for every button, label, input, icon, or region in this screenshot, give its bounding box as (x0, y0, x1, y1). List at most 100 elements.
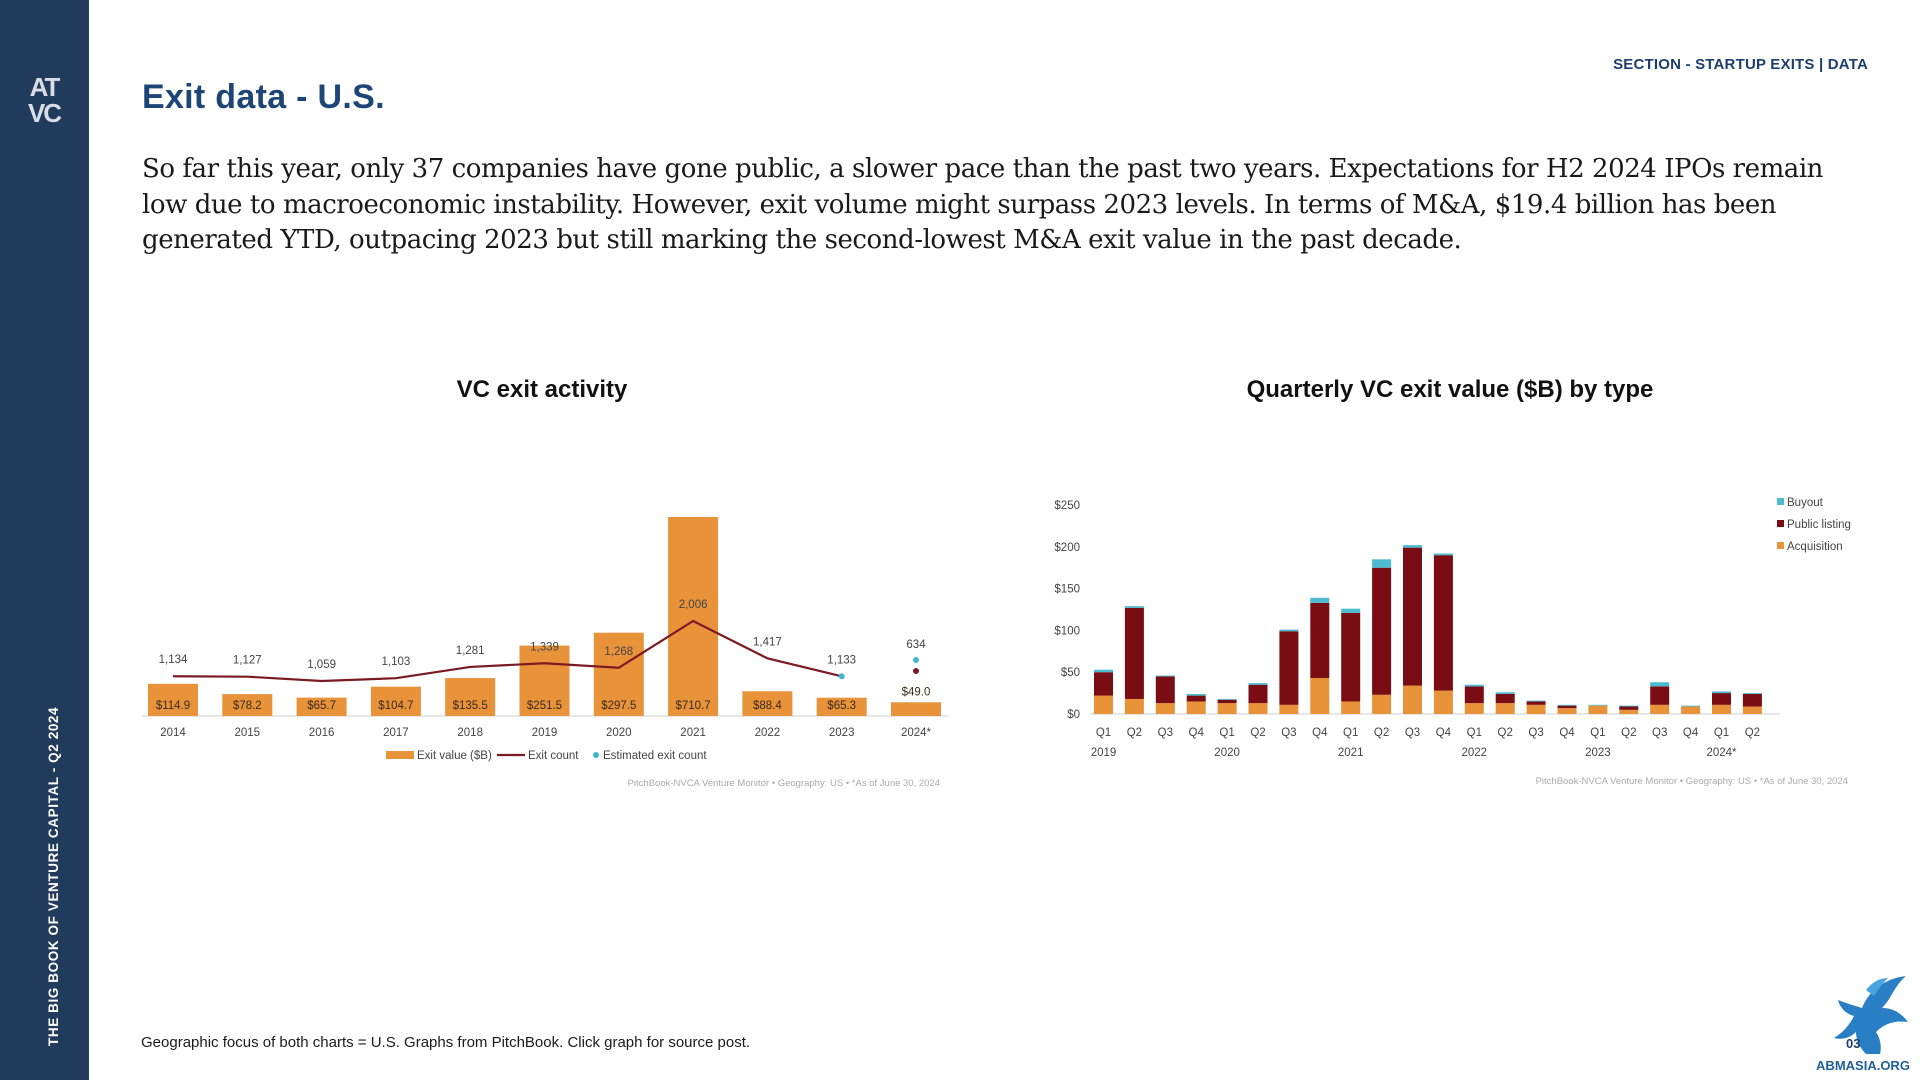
watermark-bird-logo: ABMASIA.ORG (1816, 976, 1910, 1073)
stacked-bar-segment-acquisition (1124, 698, 1144, 714)
legend-label-estimated: Estimated exit count (603, 750, 707, 762)
x-tick-label: Q1 (1467, 727, 1482, 739)
year-group-label: 2020 (1214, 747, 1240, 759)
stacked-bar-segment-buyout (1495, 692, 1515, 694)
y-tick-label: $100 (1054, 625, 1080, 637)
x-tick-label: Q4 (1436, 727, 1452, 739)
watermark-text: ABMASIA.ORG (1816, 1058, 1910, 1073)
estimated-exit-count-label: 634 (906, 639, 926, 651)
exit-value-data-label: $65.3 (827, 700, 856, 712)
stacked-bar-segment-acquisition (1279, 704, 1299, 714)
exit-value-data-label: $251.5 (527, 700, 562, 712)
logo-line-2: VC (27, 98, 62, 128)
x-tick-label: 2019 (532, 727, 558, 739)
x-tick-label: 2021 (680, 727, 706, 739)
stacked-bar-segment-acquisition (1403, 685, 1422, 714)
x-tick-label: 2016 (309, 727, 335, 739)
stacked-bar-segment-public-listing (1742, 693, 1762, 707)
exit-value-bar (148, 683, 198, 716)
legend-label: Buyout (1787, 497, 1824, 509)
exit-value-bar (891, 702, 941, 716)
stacked-bar-segment-buyout (1557, 704, 1577, 706)
exit-value-data-label: $49.0 (902, 686, 931, 698)
x-tick-label: Q3 (1158, 727, 1173, 739)
x-tick-label: 2018 (457, 727, 483, 739)
stacked-bar-segment-acquisition (1712, 704, 1731, 714)
y-tick-label: $200 (1054, 542, 1080, 554)
x-tick-label: Q1 (1590, 727, 1605, 739)
x-tick-label: Q4 (1189, 727, 1205, 739)
stacked-bar-segment-buyout (1372, 559, 1392, 568)
x-tick-label: Q3 (1405, 727, 1420, 739)
stacked-bar-segment-acquisition (1588, 705, 1608, 714)
stacked-bar-segment-public-listing (1433, 555, 1453, 691)
stacked-bar-segment-acquisition (1495, 703, 1515, 714)
exit-count-line (172, 619, 842, 683)
stacked-bar-segment-buyout (1650, 682, 1670, 687)
chart2-title: Quarterly VC exit value ($B) by type (1246, 376, 1654, 403)
stacked-bar-segment-buyout (1433, 553, 1453, 556)
stacked-bar-segment-public-listing (1310, 602, 1330, 679)
intro-paragraph: So far this year, only 37 companies have… (142, 154, 1823, 255)
page-title: Exit data - U.S. (142, 78, 385, 116)
x-tick-label: Q3 (1528, 727, 1543, 739)
stacked-bar-segment-buyout (1217, 698, 1237, 700)
x-tick-label: Q1 (1219, 727, 1234, 739)
y-tick-label: $50 (1061, 667, 1080, 679)
atvc-logo[interactable]: AT VC (20, 74, 68, 128)
exit-value-data-label: $78.2 (233, 700, 262, 712)
exit-count-data-label: 1,281 (456, 645, 485, 657)
stacked-bar-segment-acquisition (1526, 704, 1546, 714)
stacked-bar-segment-public-listing (1248, 684, 1268, 704)
exit-value-data-label: $104.7 (378, 700, 413, 712)
x-tick-label: Q1 (1714, 727, 1729, 739)
legend-swatch (1777, 498, 1784, 505)
stacked-bar-segment-public-listing (1526, 701, 1546, 705)
stacked-bar-segment-buyout (1124, 606, 1144, 608)
stacked-bar-segment-public-listing (1186, 695, 1206, 702)
stacked-bar-segment-acquisition (1341, 701, 1361, 714)
stacked-bar-segment-acquisition (1372, 694, 1392, 714)
x-tick-label: Q4 (1312, 727, 1328, 739)
y-tick-label: $250 (1054, 500, 1080, 512)
x-tick-label: Q1 (1343, 727, 1358, 739)
x-tick-label: Q4 (1559, 727, 1575, 739)
x-tick-label: Q2 (1745, 727, 1760, 739)
stacked-bar-segment-buyout (1310, 597, 1330, 603)
x-tick-label: 2015 (235, 727, 261, 739)
exit-value-bar (222, 694, 273, 716)
exit-value-bar (370, 686, 421, 716)
x-tick-label: Q4 (1683, 727, 1699, 739)
x-tick-label: Q3 (1281, 727, 1296, 739)
chart2-source: PitchBook-NVCA Venture Monitor • Geograp… (1536, 776, 1848, 787)
exit-count-data-label: 2,006 (679, 599, 708, 611)
stacked-bar-segment-public-listing (1619, 706, 1639, 710)
stacked-bar-segment-acquisition (1433, 690, 1453, 714)
exit-value-bar (593, 632, 644, 716)
exit-count-data-label: 1,127 (233, 655, 262, 667)
stacked-bar-segment-acquisition (1742, 706, 1762, 714)
page-number: 03 (1846, 1036, 1861, 1051)
exit-value-data-label: $114.9 (156, 700, 190, 712)
year-group-label: 2021 (1338, 747, 1364, 759)
quarterly-exit-value-chart[interactable]: $0 $50 $100 $150 $200 $250 Q1 Q2 Q3 Q4 Q1 Q2 Q3 Q4 Q1 Q… (1040, 480, 1870, 800)
x-tick-label: 2014 (160, 727, 186, 739)
exit-value-bar (519, 645, 570, 716)
stacked-bar-segment-acquisition (1310, 678, 1330, 714)
exit-count-data-label: 1,417 (753, 636, 782, 648)
stacked-bar-segment-buyout (1619, 705, 1639, 707)
x-tick-label: Q2 (1127, 727, 1142, 739)
stacked-bar-segment-acquisition (1186, 701, 1206, 714)
stacked-bar-segment-buyout (1681, 705, 1701, 707)
stacked-bar-segment-public-listing (1124, 607, 1144, 699)
stacked-bar-segment-acquisition (1155, 703, 1175, 714)
vc-exit-activity-chart[interactable]: 2014 $114.9 2015 $78.2 2016 $65.7 2017 $104.7 20… (140, 480, 960, 800)
stacked-bar-segment-acquisition (1681, 706, 1701, 714)
exit-value-bar (816, 697, 867, 716)
stacked-bar-segment-acquisition (1650, 704, 1670, 714)
x-tick-label: Q3 (1652, 727, 1667, 739)
y-tick-label: $0 (1067, 709, 1080, 721)
exit-value-bar (445, 678, 496, 716)
chart1-source: PitchBook-NVCA Venture Monitor • Geograp… (628, 778, 940, 789)
exit-value-data-label: $710.7 (676, 700, 711, 712)
